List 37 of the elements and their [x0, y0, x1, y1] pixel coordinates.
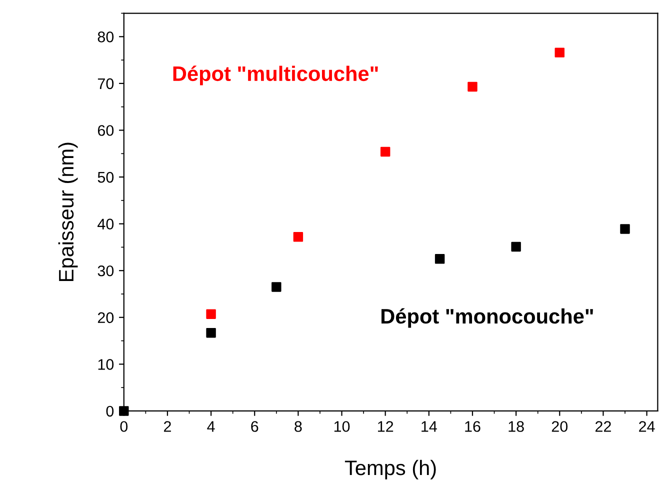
point	[206, 309, 216, 319]
y-tick-label: 0	[106, 406, 114, 417]
x-tick-label: 12	[378, 421, 394, 432]
x-tick-label: 8	[294, 421, 302, 432]
y-axis-title: Epaisseur (nm)	[58, 142, 78, 282]
y-tick-label: 10	[98, 359, 114, 370]
y-tick-label: 60	[98, 125, 114, 136]
y-tick-label: 70	[98, 78, 114, 90]
y-tick-label: 30	[98, 265, 114, 276]
point	[554, 48, 564, 58]
point	[434, 254, 445, 264]
y-tick-label: 20	[98, 312, 114, 324]
point	[293, 232, 304, 242]
point	[272, 282, 282, 292]
x-tick-label: 4	[207, 421, 215, 432]
text: Dépot "multicouche"	[173, 66, 378, 86]
point	[511, 242, 521, 252]
x-tick-label: 20	[552, 421, 568, 432]
x-tick-label: 16	[465, 421, 480, 432]
point	[468, 82, 478, 92]
y-tick-label: 80	[98, 32, 114, 42]
y-tick-label: 40	[98, 218, 114, 230]
x-tick-label: 24	[639, 421, 655, 432]
x-tick-label: 22	[595, 421, 611, 432]
point	[620, 224, 630, 234]
x-tick-label: 10	[334, 421, 350, 432]
point	[206, 328, 216, 338]
point	[380, 146, 390, 157]
x-axis-title: Temps (h)	[344, 460, 436, 480]
y-tick-label: 50	[98, 172, 114, 183]
x-tick-label: 0	[120, 421, 128, 432]
text: Dépot "monocouche"	[382, 308, 593, 328]
point	[119, 406, 129, 416]
x-tick-label: 18	[508, 421, 524, 432]
x-tick-label: 6	[251, 421, 258, 432]
x-tick-label: 14	[422, 421, 437, 432]
x-tick-label: 2	[164, 421, 171, 432]
